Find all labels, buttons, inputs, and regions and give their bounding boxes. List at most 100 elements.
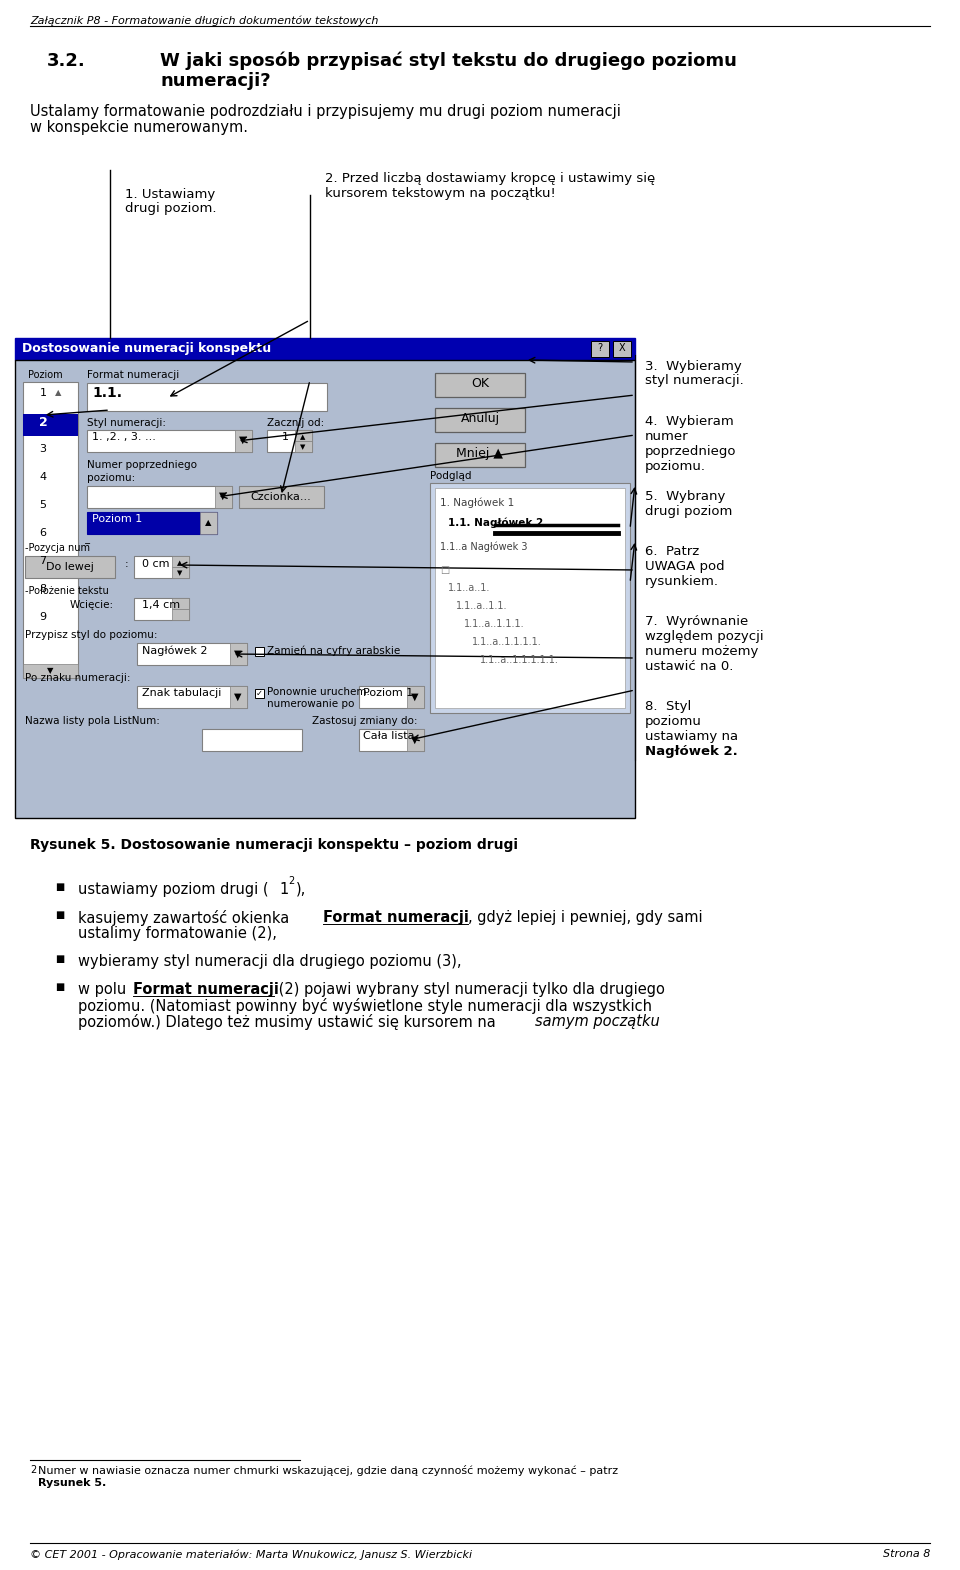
Text: ustawiamy na: ustawiamy na xyxy=(645,730,738,743)
Text: ▼: ▼ xyxy=(411,735,419,746)
Text: ▲: ▲ xyxy=(300,433,305,440)
Bar xyxy=(15,360,635,818)
Bar xyxy=(359,686,424,708)
Text: ■: ■ xyxy=(55,981,64,992)
Text: Numer w nawiasie oznacza numer chmurki wskazującej, gdzie daną czynność możemy w: Numer w nawiasie oznacza numer chmurki w… xyxy=(38,1465,618,1476)
Text: © CET 2001 - Opracowanie materiałów: Marta Wnukowicz, Janusz S. Wierzbicki: © CET 2001 - Opracowanie materiałów: Mar… xyxy=(30,1550,472,1559)
Bar xyxy=(87,383,327,411)
Text: Przypisz styl do poziomu:: Przypisz styl do poziomu: xyxy=(25,630,157,641)
Text: Zastosuj zmiany do:: Zastosuj zmiany do: xyxy=(312,716,418,725)
Text: Anuluj: Anuluj xyxy=(461,411,499,425)
Text: kursorem tekstowym na początku!: kursorem tekstowym na początku! xyxy=(325,187,556,199)
Text: ▲: ▲ xyxy=(204,518,211,528)
Text: Podgląd: Podgląd xyxy=(430,471,471,480)
Text: poziomu. (Natomiast powinny być wyświetlone style numeracji dla wszystkich: poziomu. (Natomiast powinny być wyświetl… xyxy=(78,999,652,1014)
Text: Format numeracji: Format numeracji xyxy=(133,981,278,997)
Bar xyxy=(267,430,312,452)
Bar xyxy=(172,567,189,578)
Text: 1.1..a..1.1.1.1.1.: 1.1..a..1.1.1.1.1. xyxy=(480,655,559,666)
Bar xyxy=(134,556,189,578)
Bar xyxy=(137,644,247,666)
Bar xyxy=(407,686,424,708)
Text: (2) pojawi wybrany styl numeracji tylko dla drugiego: (2) pojawi wybrany styl numeracji tylko … xyxy=(274,981,665,997)
Text: 3.2.: 3.2. xyxy=(47,52,85,71)
Text: numerowanie po: numerowanie po xyxy=(267,699,354,710)
Text: 1.1..a Nagłówek 3: 1.1..a Nagłówek 3 xyxy=(440,542,527,551)
Text: 6: 6 xyxy=(39,528,46,539)
Text: 7: 7 xyxy=(39,556,47,567)
Bar xyxy=(295,430,312,441)
Text: ustalimy formatowanie (2),: ustalimy formatowanie (2), xyxy=(78,926,276,940)
Text: 5: 5 xyxy=(39,499,46,510)
Text: poziomów.) Dlatego też musimy ustawić się kursorem na: poziomów.) Dlatego też musimy ustawić si… xyxy=(78,1014,500,1030)
Bar xyxy=(172,598,189,609)
Text: ▲: ▲ xyxy=(178,560,182,567)
Text: Po znaku numeracji:: Po znaku numeracji: xyxy=(25,674,131,683)
Text: 5.  Wybrany: 5. Wybrany xyxy=(645,490,726,502)
Text: ▼: ▼ xyxy=(47,666,53,675)
Text: W jaki sposób przypisać styl tekstu do drugiego poziomu: W jaki sposób przypisać styl tekstu do d… xyxy=(160,52,737,71)
Text: 4.  Wybieram: 4. Wybieram xyxy=(645,414,733,429)
Text: OK: OK xyxy=(471,377,489,389)
Text: Wcięcie:: Wcięcie: xyxy=(70,600,114,611)
Text: 1. Nagłówek 1: 1. Nagłówek 1 xyxy=(440,498,515,509)
Text: 8: 8 xyxy=(39,584,47,593)
Text: Format numeracji: Format numeracji xyxy=(323,911,468,925)
Text: Poziom 1: Poziom 1 xyxy=(363,688,413,699)
Text: numeru możemy: numeru możemy xyxy=(645,645,758,658)
Text: Rysunek 5.: Rysunek 5. xyxy=(38,1477,107,1488)
Text: w polu: w polu xyxy=(78,981,131,997)
Text: -Położenie tekstu: -Położenie tekstu xyxy=(25,586,108,597)
Text: numer: numer xyxy=(645,430,688,443)
Bar xyxy=(25,556,115,578)
Text: Nagłówek 2.: Nagłówek 2. xyxy=(645,746,737,758)
Text: ▼: ▼ xyxy=(300,444,305,451)
Bar xyxy=(134,598,189,620)
Text: ▼: ▼ xyxy=(234,692,242,702)
Text: styl numeracji.: styl numeracji. xyxy=(645,374,744,386)
Bar xyxy=(87,512,217,534)
Text: Zacznij od:: Zacznij od: xyxy=(267,418,324,429)
Bar xyxy=(215,487,232,509)
Text: w konspekcie numerowanym.: w konspekcie numerowanym. xyxy=(30,119,248,135)
Text: Ponownie uruchem.: Ponownie uruchem. xyxy=(267,688,370,697)
Bar xyxy=(430,484,630,713)
Bar xyxy=(359,728,424,750)
Text: UWAGA pod: UWAGA pod xyxy=(645,560,725,573)
Text: ▼: ▼ xyxy=(411,692,419,702)
Bar xyxy=(202,728,302,750)
Text: ▼: ▼ xyxy=(178,570,182,576)
Text: 2: 2 xyxy=(288,876,295,885)
Text: ),: ), xyxy=(296,882,306,896)
Bar xyxy=(172,556,189,567)
Text: 4: 4 xyxy=(39,473,47,482)
Text: wybieramy styl numeracji dla drugiego poziomu (3),: wybieramy styl numeracji dla drugiego po… xyxy=(78,955,462,969)
Text: Rysunek 5. Dostosowanie numeracji konspektu – poziom drugi: Rysunek 5. Dostosowanie numeracji konspe… xyxy=(30,838,518,853)
Text: , gdyż lepiej i pewniej, gdy sami: , gdyż lepiej i pewniej, gdy sami xyxy=(468,911,703,925)
Bar xyxy=(23,382,78,678)
Text: Zamień na cyfry arabskie: Zamień na cyfry arabskie xyxy=(267,645,400,656)
Bar xyxy=(295,441,312,452)
Text: ▲: ▲ xyxy=(55,388,61,397)
Text: 1.1..a..1.1.1.1.: 1.1..a..1.1.1.1. xyxy=(472,637,541,647)
Text: ?: ? xyxy=(597,342,603,353)
Text: ▼: ▼ xyxy=(239,435,247,444)
Text: Do lewej: Do lewej xyxy=(46,562,94,571)
Text: Strona 8: Strona 8 xyxy=(882,1550,930,1559)
Bar xyxy=(613,341,631,356)
Bar xyxy=(591,341,609,356)
Bar xyxy=(435,408,525,432)
Text: numeracji?: numeracji? xyxy=(160,72,271,89)
Text: Cała lista: Cała lista xyxy=(363,732,415,741)
Text: drugi poziom: drugi poziom xyxy=(645,506,732,518)
Bar xyxy=(23,664,78,678)
Text: 1,4 cm: 1,4 cm xyxy=(142,600,180,611)
Text: X: X xyxy=(618,342,625,353)
Text: poziomu: poziomu xyxy=(645,714,702,728)
Bar xyxy=(15,338,635,360)
Text: rysunkiem.: rysunkiem. xyxy=(645,575,719,589)
Text: poziomu.: poziomu. xyxy=(645,460,706,473)
Bar xyxy=(230,686,247,708)
Text: 7.  Wyrównanie: 7. Wyrównanie xyxy=(645,615,748,628)
Text: ▼: ▼ xyxy=(219,491,227,501)
